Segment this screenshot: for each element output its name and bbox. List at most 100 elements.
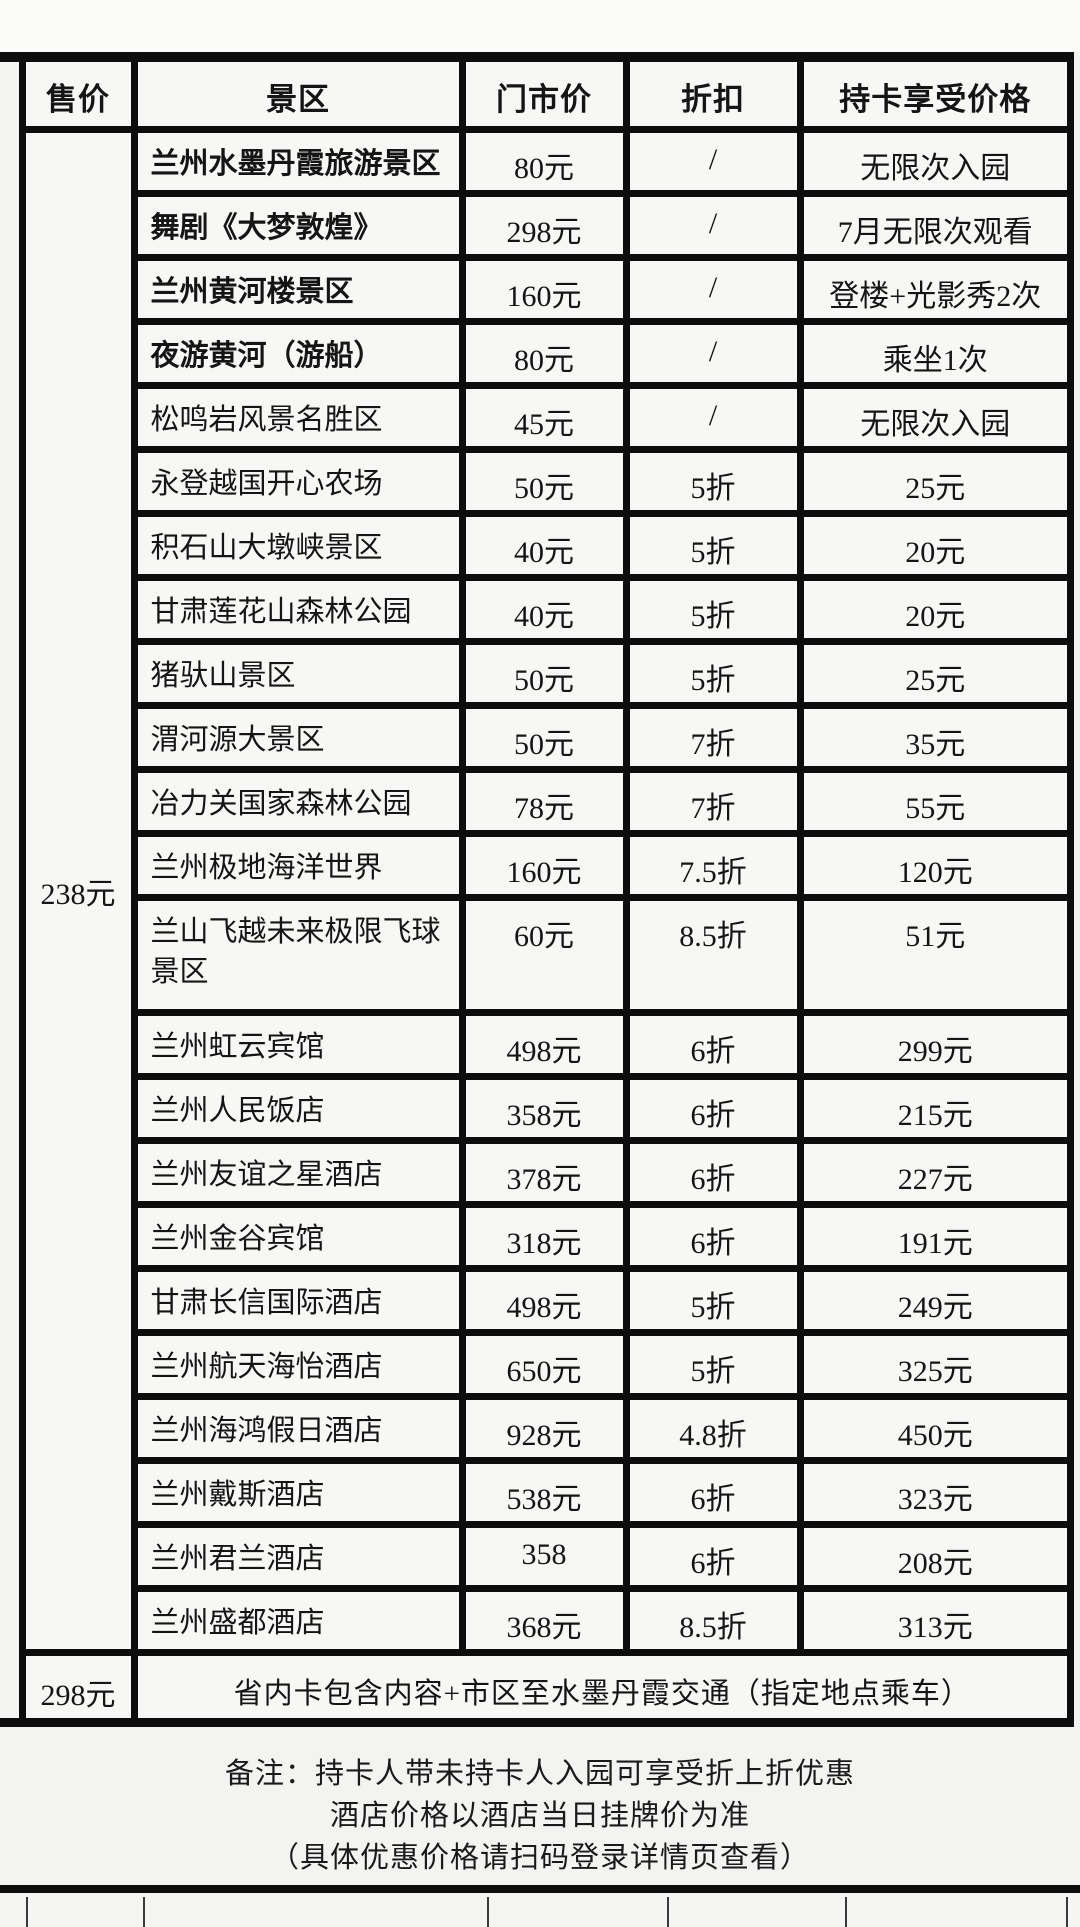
column-divider [26,1897,28,1927]
scenic-name-cell: 兰州人民饭店 [130,1073,466,1144]
top-margin [0,0,1080,52]
card-price-cell: 20元 [796,574,1074,645]
discount-cell: 5折 [622,1265,804,1336]
card-price-cell: 25元 [796,638,1074,709]
header-discount: 折扣 [622,53,804,133]
scenic-name-cell: 兰州虹云宾馆 [130,1009,466,1080]
discount-cell: 6折 [622,1073,804,1144]
card-price-cell: 313元 [796,1585,1074,1656]
table-row: 兰州黄河楼景区 160元 / 登楼+光影秀2次 [0,254,1074,325]
table-row: 猪驮山景区 50元 5折 25元 [0,638,1074,709]
discount-cell: 5折 [622,1329,804,1400]
retail-price-cell: 80元 [458,318,630,389]
retail-price-cell: 80元 [458,126,630,197]
card-price-cell: 299元 [796,1009,1074,1080]
scenic-name-cell: 积石山大墩峡景区 [130,510,466,581]
table-row: 舞剧《大梦敦煌》 298元 / 7月无限次观看 [0,190,1074,261]
discount-cell: / [622,126,804,197]
card-price-cell: 35元 [796,702,1074,773]
table-row: 238元 兰州水墨丹霞旅游景区 80元 / 无限次入园 [0,126,1074,1656]
scenic-name-cell: 甘肃长信国际酒店 [130,1265,466,1336]
scenic-name-cell: 兰州友谊之星酒店 [130,1137,466,1208]
note-line-1: 备注：持卡人带未持卡人入园可享受折上折优惠 [224,1758,855,1790]
discount-cell: 7.5折 [622,830,804,901]
table-row: 甘肃长信国际酒店 498元 5折 249元 [0,1265,1074,1336]
discount-cell: 6折 [622,1201,804,1272]
retail-price-cell: 358 [458,1521,630,1592]
card-price-cell: 249元 [796,1265,1074,1336]
card-price-cell: 25元 [796,446,1074,517]
card-price-cell: 450元 [796,1393,1074,1464]
column-divider [487,1897,489,1927]
discount-cell: 4.8折 [622,1393,804,1464]
left-edge-cell [0,53,26,1726]
scenic-name-cell: 兰州戴斯酒店 [130,1457,466,1528]
sale-price-298-cell: 298元 [18,1649,138,1726]
discount-cell: / [622,254,804,325]
scenic-name-cell: 兰州海鸿假日酒店 [130,1393,466,1464]
scenic-name-cell: 松鸣岩风景名胜区 [130,382,466,453]
card-price-cell: 7月无限次观看 [796,190,1074,261]
scenic-name-cell: 兰州君兰酒店 [130,1521,466,1592]
retail-price-cell: 50元 [458,446,630,517]
table-row: 兰山飞越未来极限飞球景区 60元 8.5折 51元 [0,894,1074,1016]
column-divider [143,1897,145,1927]
discount-cell: 5折 [622,510,804,581]
retail-price-cell: 160元 [458,254,630,325]
table-row: 兰州君兰酒店 358 6折 208元 [0,1521,1074,1592]
table-row: 永登越国开心农场 50元 5折 25元 [0,446,1074,517]
retail-price-cell: 318元 [458,1201,630,1272]
discount-cell: / [622,190,804,261]
discount-cell: 5折 [622,446,804,517]
scenic-name-cell: 兰州航天海怡酒店 [130,1329,466,1400]
scenic-price-table: 售价 景区 门市价 折扣 持卡享受价格 238元 兰州水墨丹霞旅游景区 80元 … [0,52,1074,1727]
retail-price-cell: 45元 [458,382,630,453]
card-price-cell: 191元 [796,1201,1074,1272]
scenic-name-cell: 永登越国开心农场 [130,446,466,517]
scenic-name-cell: 兰州极地海洋世界 [130,830,466,901]
note-line-2: 酒店价格以酒店当日挂牌价为准 [329,1800,750,1832]
retail-price-cell: 928元 [458,1393,630,1464]
header-card-price: 持卡享受价格 [796,53,1074,133]
card-price-cell: 120元 [796,830,1074,901]
retail-price-cell: 40元 [458,574,630,645]
header-row: 售价 景区 门市价 折扣 持卡享受价格 [0,53,1074,1726]
discount-cell: 7折 [622,766,804,837]
retail-price-cell: 538元 [458,1457,630,1528]
retail-price-cell: 650元 [458,1329,630,1400]
card-price-cell: 无限次入园 [796,126,1074,197]
card-price-cell: 无限次入园 [796,382,1074,453]
retail-price-cell: 50元 [458,638,630,709]
bottom-summary-row: 298元 省内卡包含内容+市区至水墨丹霞交通（指定地点乘车） [0,1649,1074,1726]
card-price-cell: 208元 [796,1521,1074,1592]
retail-price-cell: 378元 [458,1137,630,1208]
table-row: 兰州虹云宾馆 498元 6折 299元 [0,1009,1074,1080]
header-scenic: 景区 [130,53,466,133]
scenic-name-cell: 甘肃莲花山森林公园 [130,574,466,645]
header-retail: 门市价 [458,53,630,133]
discount-cell: 6折 [622,1457,804,1528]
scenic-name-cell: 兰州盛都酒店 [130,1585,466,1656]
card-price-cell: 215元 [796,1073,1074,1144]
discount-cell: 5折 [622,574,804,645]
retail-price-cell: 298元 [458,190,630,261]
scenic-name-cell: 兰州黄河楼景区 [130,254,466,325]
header-sale-price: 售价 [18,53,138,133]
next-table-partial [0,1885,1080,1927]
card-price-cell: 登楼+光影秀2次 [796,254,1074,325]
table-row: 兰州极地海洋世界 160元 7.5折 120元 [0,830,1074,901]
retail-price-cell: 160元 [458,830,630,901]
discount-cell: 8.5折 [622,894,804,1016]
discount-cell: 8.5折 [622,1585,804,1656]
table-row: 兰州航天海怡酒店 650元 5折 325元 [0,1329,1074,1400]
retail-price-cell: 40元 [458,510,630,581]
table-row: 兰州海鸿假日酒店 928元 4.8折 450元 [0,1393,1074,1464]
table-row: 兰州人民饭店 358元 6折 215元 [0,1073,1074,1144]
retail-price-cell: 50元 [458,702,630,773]
scenic-name-cell: 兰州水墨丹霞旅游景区 [130,126,466,197]
discount-cell: 6折 [622,1009,804,1080]
card-price-cell: 51元 [796,894,1074,1016]
retail-price-cell: 498元 [458,1009,630,1080]
table-row: 夜游黄河（游船） 80元 / 乘坐1次 [0,318,1074,389]
